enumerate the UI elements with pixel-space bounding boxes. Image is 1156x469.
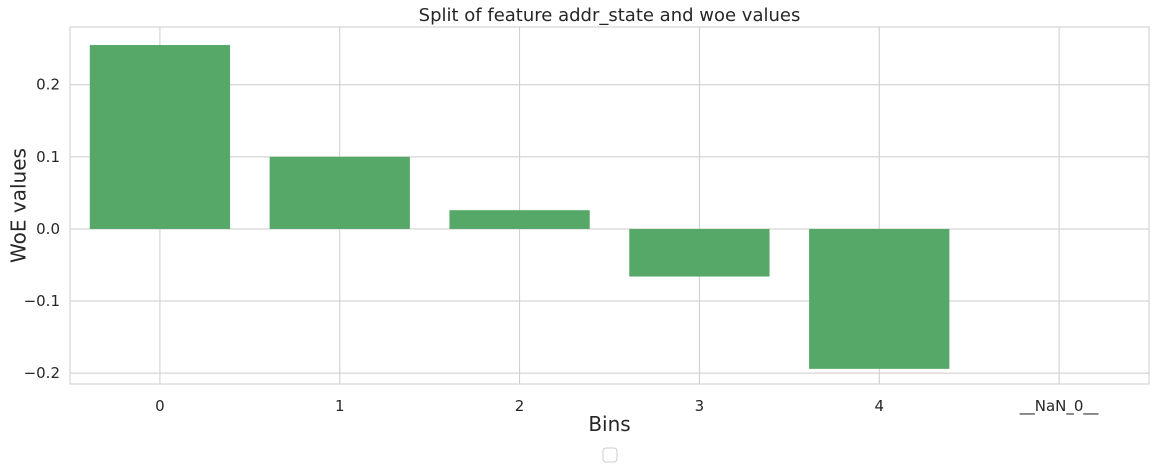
y-tick-label: 0.0 <box>36 220 60 238</box>
x-tick-label: 4 <box>874 397 884 415</box>
x-tick-labels: 0 1 2 3 4 __NaN_0__ <box>155 397 1099 416</box>
bar-2 <box>449 210 590 229</box>
legend-box <box>602 447 618 463</box>
bar-3 <box>629 228 770 277</box>
y-tick-label: −0.2 <box>24 364 60 382</box>
y-tick-label: 0.1 <box>36 148 60 166</box>
plot-area <box>69 26 1150 385</box>
x-tick-label: __NaN_0__ <box>1019 397 1099 416</box>
x-tick-label: 0 <box>155 397 165 415</box>
chart-title: Split of feature addr_state and woe valu… <box>419 5 801 26</box>
y-axis-title: WoE values <box>7 148 31 263</box>
x-tick-label: 3 <box>695 397 705 415</box>
y-tick-label: −0.1 <box>24 292 60 310</box>
y-tick-label: 0.2 <box>36 76 60 94</box>
bars <box>89 45 950 369</box>
y-tick-labels: −0.2 −0.1 0.0 0.1 0.2 <box>24 76 60 382</box>
bar-1 <box>269 156 410 229</box>
x-axis-title: Bins <box>588 412 630 436</box>
x-tick-label: 1 <box>335 397 345 415</box>
x-tick-label: 2 <box>515 397 525 415</box>
bar-4 <box>809 228 950 369</box>
grid-lines <box>70 27 1149 384</box>
bar-0 <box>89 45 231 229</box>
